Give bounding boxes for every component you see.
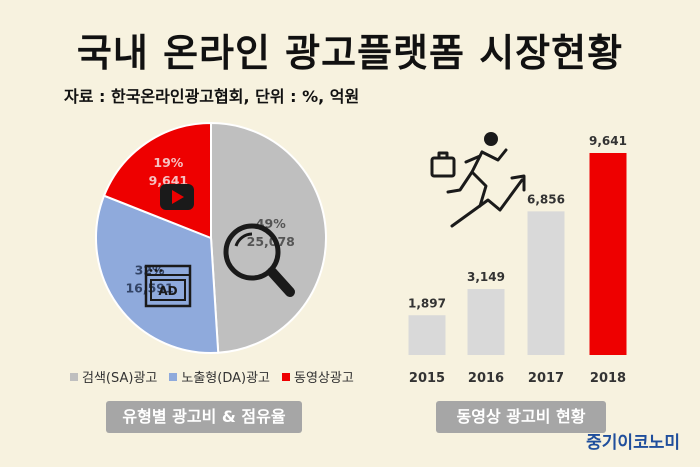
legend-item-sa: 검색(SA)광고 — [70, 367, 157, 386]
bar-value-label: 1,897 — [408, 296, 446, 310]
legend-swatch-video — [282, 372, 290, 381]
legend-label-da: 노출형(DA)광고 — [181, 371, 270, 386]
bar-2018 — [589, 153, 627, 355]
pie-slice-sa — [210, 121, 327, 354]
bar-caption: 동영상 광고비 현황 — [436, 401, 606, 433]
legend-item-da: 노출형(DA)광고 — [169, 367, 270, 386]
running-man-icon — [430, 132, 508, 208]
pie-value-label: 25,078 — [247, 234, 295, 249]
rising-arrow-icon — [450, 174, 526, 228]
x-tick-label: 2017 — [528, 371, 564, 386]
pie-caption: 유형별 광고비 & 점유율 — [106, 401, 302, 433]
bar-2017 — [527, 211, 565, 355]
legend-item-video: 동영상광고 — [282, 367, 354, 386]
svg-text:AD: AD — [158, 284, 177, 298]
ad-window-icon: AD — [144, 264, 192, 308]
legend-swatch-sa — [70, 372, 78, 381]
pie-percent-label: 19% — [153, 155, 183, 170]
legend-label-video: 동영상광고 — [294, 371, 354, 386]
bar-2016 — [467, 289, 505, 355]
brand-logo-text: 중기이코노미 — [586, 433, 680, 453]
play-button-icon — [160, 184, 194, 210]
magnifier-icon — [223, 223, 295, 297]
bar-value-label: 9,641 — [589, 134, 627, 148]
bar-chart: 1,897 2015 3,149 2016 6,856 2017 9,641 2018 — [408, 134, 627, 386]
legend-label-sa: 검색(SA)광고 — [82, 371, 158, 386]
x-tick-label: 2015 — [409, 371, 445, 386]
page-title: 국내 온라인 광고플랫폼 시장현황 — [76, 31, 624, 75]
bar-value-label: 6,856 — [527, 192, 565, 206]
pie-legend: 검색(SA)광고 노출형(DA)광고 동영상광고 — [70, 367, 354, 386]
source-note: 자료 : 한국온라인광고협회, 단위 : %, 억원 — [64, 87, 360, 106]
pie-icons: AD — [144, 184, 295, 308]
bar-2015 — [408, 315, 446, 355]
pie-value-label: 16,591 — [125, 281, 173, 296]
bar-value-label: 3,149 — [467, 270, 505, 284]
x-tick-label: 2016 — [468, 371, 504, 386]
x-tick-label: 2018 — [590, 371, 626, 386]
legend-swatch-da — [169, 372, 178, 381]
